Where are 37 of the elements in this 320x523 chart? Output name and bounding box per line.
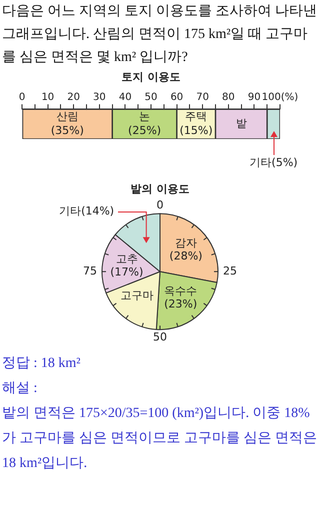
text: 다음은 어느 지역의 토지 이용도를 조사하여 나타낸 그래프입니다. 산림의 면적이 175 km²일 때 고구마를 심은 면적은 몇 km² 입니까? xyxy=(1,3,318,67)
x-tick-label: 70 xyxy=(196,92,209,103)
text: 기타(5%) xyxy=(250,156,298,169)
x-tick-label: 30 xyxy=(93,92,106,103)
data-label: (25%) xyxy=(128,124,162,137)
slice-label: 감자 xyxy=(174,236,197,250)
data-label: (35%) xyxy=(50,124,84,137)
legend-label: 고구마 xyxy=(120,289,154,302)
x-tick-label: 40 xyxy=(118,92,132,103)
text: 0 xyxy=(156,198,164,212)
data-label: (15%) xyxy=(180,124,213,137)
series-label: 산림 xyxy=(56,110,78,123)
text: 50 xyxy=(153,330,167,344)
x-tick-label: 100(%) xyxy=(262,92,298,103)
text: 해설 : xyxy=(2,380,38,398)
x-tick-label: 10 xyxy=(41,92,54,103)
text: 75 xyxy=(83,264,97,278)
x-tick-label: 20 xyxy=(67,92,80,103)
data-label: (28%) xyxy=(169,250,202,263)
chart-title: 토지 이용도 xyxy=(122,70,180,84)
series-label: 논 xyxy=(139,110,150,123)
series-label: 밭 xyxy=(236,116,247,130)
text: 밭의 면적은 175×20/35=100 (km²)입니다. 이중 18%가 고구마를 심은 면적이므로 고구마를 심은 면적은 18 km²입니다. xyxy=(2,405,318,473)
slice-label: 고추 xyxy=(116,252,138,266)
data-label: (17%) xyxy=(110,266,144,279)
x-tick-label: 60 xyxy=(170,92,184,103)
series-label: 주택 xyxy=(185,110,208,123)
x-tick-label: 0 xyxy=(18,92,26,103)
data-label: (23%) xyxy=(164,298,198,311)
x-tick-label: 90 xyxy=(248,92,261,103)
x-tick-label: 80 xyxy=(222,92,235,103)
slice-label: 옥수수 xyxy=(164,284,198,298)
slice-label: 기타(14%) xyxy=(59,204,114,218)
x-tick-label: 50 xyxy=(144,92,158,103)
text: 25 xyxy=(223,264,237,278)
text: 정답 : 18 km² xyxy=(2,355,82,373)
chart-title: 밭의 이용도 xyxy=(130,182,190,196)
